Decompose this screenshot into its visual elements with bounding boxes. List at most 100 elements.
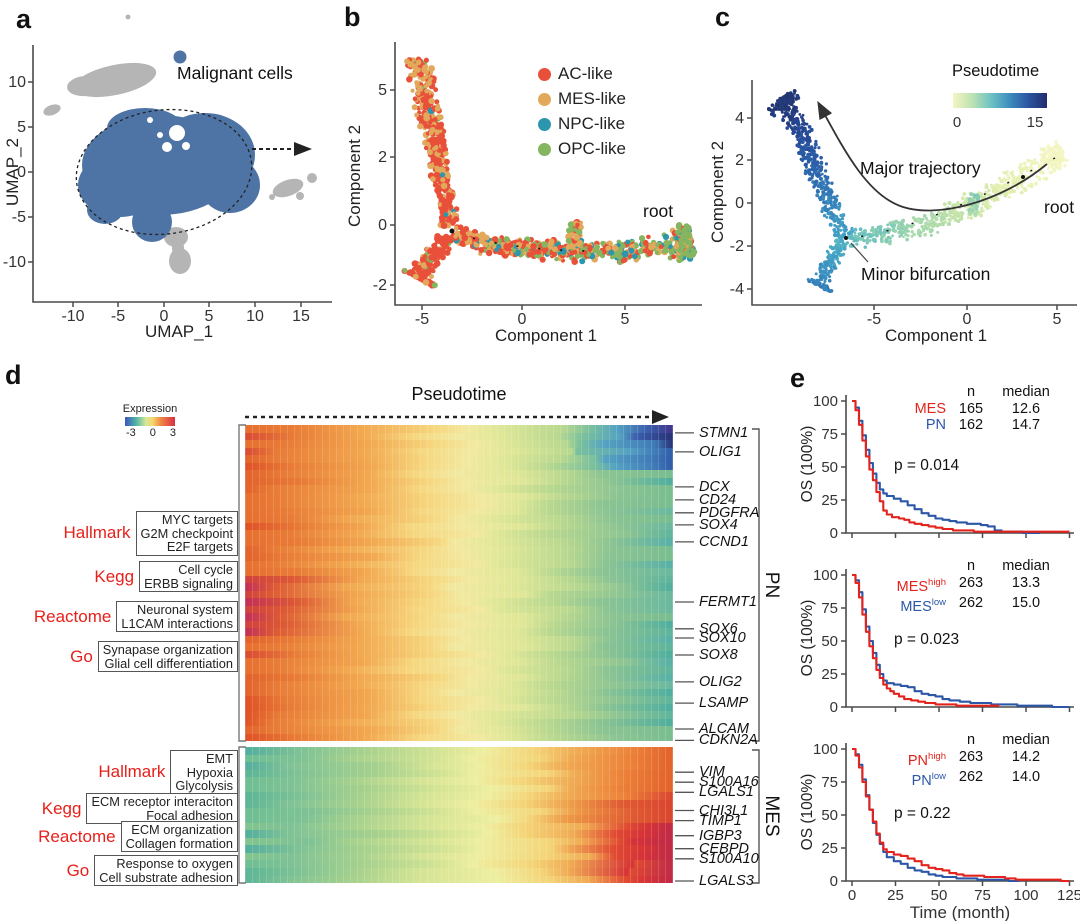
svg-text:0: 0 — [830, 699, 838, 716]
svg-text:-2: -2 — [373, 277, 387, 294]
svg-text:0: 0 — [848, 887, 856, 904]
expression-colorbar-ticks: -3 0 3 — [118, 427, 182, 439]
annotation-term: L1CAM interactions — [121, 615, 233, 631]
svg-text:25: 25 — [821, 666, 838, 683]
exp-tick-mid: 0 — [149, 427, 156, 439]
legend-series-n: 263 — [958, 748, 984, 765]
annotation-terms-box: Neuronal system L1CAM interactions — [116, 601, 238, 632]
km-plot-svg: 100 75 50 25 0 — [813, 567, 1074, 716]
annotation-category-label: Reactome — [38, 826, 116, 846]
gene-label-s100a16: S100A16 — [699, 774, 759, 791]
gene-label-lgals1: LGALS1 — [699, 784, 754, 801]
scatter-points-small-offshoot — [565, 218, 584, 250]
pseudotime-colorbar — [953, 93, 1047, 108]
annotation-category-label: Hallmark — [98, 762, 166, 782]
heatmap-row — [245, 769, 673, 778]
km-legend: n median MES 165 12.6 PN 162 14.7 — [860, 384, 1058, 434]
km-p-value: p = 0.023 — [894, 631, 960, 648]
panel-c-trajectory-pseudotime: c 4 2 0 -2 -4 -5 0 5 0 15 Pseudotime Major trajec… — [705, 0, 1080, 350]
panel-b-trajectory-celltypes: b 5 2 0 -2 -5 0 5 AC-like MES-like NPC-like OPC-l… — [340, 0, 705, 350]
heatmap-row — [245, 545, 673, 554]
panel-c-label: c — [715, 2, 731, 32]
heatmap-row — [245, 777, 673, 785]
legend-series-n: 263 — [958, 574, 984, 591]
svg-text:0: 0 — [830, 873, 838, 890]
heatmap-row — [245, 598, 673, 606]
km-plot-svg: 100 75 50 25 0 — [813, 393, 1074, 542]
heatmap-decorations — [238, 410, 760, 884]
minor-bifurcation-annotation: Minor bifurcation — [861, 264, 991, 284]
malignant-dashed-ellipse — [75, 108, 253, 236]
svg-text:-2: -2 — [730, 238, 744, 255]
heatmap-row — [245, 485, 673, 493]
svg-text:5: 5 — [205, 308, 214, 325]
svg-text:10: 10 — [8, 74, 26, 91]
heatmap-row — [245, 432, 673, 441]
annotation-category-label: Hallmark — [63, 523, 131, 543]
heatmap-row — [245, 530, 673, 538]
legend-series-n: 262 — [958, 594, 984, 611]
annotation-term: Collagen formation — [125, 835, 233, 851]
trajectory-plot-celltypes: 5 2 0 -2 -5 0 5 — [373, 42, 702, 328]
annotation-term: Cell substrate adhesion — [99, 869, 233, 885]
heatmap-row — [245, 553, 673, 561]
major-trajectory-arrow — [817, 100, 1048, 212]
heatmap-row — [245, 666, 673, 674]
svg-text:10: 10 — [246, 308, 264, 325]
legend-item-opc-like: OPC-like — [538, 139, 626, 159]
km-p-value: p = 0.014 — [894, 457, 960, 474]
legend-series-median: 14.0 — [1011, 768, 1041, 785]
km-plot-svg: 100 75 50 25 00 25 50 75 100 125 Time (month) — [813, 741, 1080, 921]
svg-text:0: 0 — [518, 311, 527, 328]
km-plot-1: 100 75 50 25 0 OS (100%) n median MES 165 12.6 PN 16… — [788, 383, 1080, 557]
legend-series-median: 13.3 — [1011, 574, 1041, 591]
heatmap-row — [245, 560, 673, 569]
malignant-cluster — [78, 50, 260, 242]
annotation-terms-box: MYC targets G2M checkpoint E2F targets — [135, 511, 238, 556]
svg-text:125: 125 — [1057, 887, 1080, 904]
svg-text:5: 5 — [621, 311, 630, 328]
exp-tick-min: -3 — [126, 427, 136, 439]
annotation-row-pn-reactome: Reactome Neuronal system L1CAM interaction… — [34, 601, 238, 632]
legend-series-name: MEShigh — [896, 576, 946, 595]
legend-series-median: 15.0 — [1011, 594, 1041, 611]
svg-text:50: 50 — [931, 887, 948, 904]
svg-text:5: 5 — [1053, 311, 1062, 328]
legend-dot-icon — [538, 142, 551, 156]
heatmap-row — [245, 799, 673, 808]
annotation-term: Focal adhesion — [146, 807, 233, 823]
pn-right-bracket — [752, 428, 760, 742]
scatter-points-upper-left-arm — [404, 56, 460, 230]
component1-axis-label-c: Component 1 — [885, 326, 988, 345]
gene-label-olig1: OLIG1 — [699, 443, 742, 460]
heatmap-row — [245, 658, 673, 666]
annotation-term: G2M checkpoint — [140, 525, 233, 541]
heatmap-row — [245, 860, 673, 868]
heatmap-row — [245, 605, 673, 614]
legend-dot-icon — [538, 117, 551, 131]
expression-colorbar: Expression -3 0 3 — [118, 403, 182, 439]
heatmap-row — [245, 688, 673, 697]
km-plot-2: 100 75 50 25 0 OS (100%) n median MEShigh 263 13.3… — [788, 557, 1080, 731]
gene-label-sox4: SOX4 — [699, 516, 738, 533]
svg-text:-5: -5 — [867, 311, 881, 328]
heatmap-row — [245, 507, 673, 516]
annotation-term: Hypoxia — [186, 764, 233, 780]
km-legend: n median MEShigh 263 13.3 MESlow 262 15.0 — [860, 558, 1058, 615]
legend-series-name: MESlow — [900, 596, 946, 615]
annotation-category-label: Kegg — [41, 798, 82, 818]
annotation-terms-box: Cell cycle ERBB signaling — [139, 561, 238, 592]
legend-header-median: median — [1002, 558, 1050, 574]
annotation-category-label: Kegg — [94, 566, 135, 586]
annotation-row-pn-hallmark: Hallmark MYC targets G2M checkpoint E2F tar… — [63, 511, 238, 556]
heatmap-row — [245, 447, 673, 456]
legend-header-median: median — [1002, 732, 1050, 748]
root-annotation-c: root — [1044, 197, 1075, 217]
gene-label-pdgfra: PDGFRA — [699, 504, 760, 521]
svg-text:-5: -5 — [415, 311, 429, 328]
heatmap-row — [245, 815, 673, 823]
heatmap-row — [245, 470, 673, 478]
pn-bracket-label: PN — [761, 571, 782, 599]
legend-header-name — [860, 558, 948, 575]
panel-a-umap: a 10 5 0 -5 -10 -10 -5 0 5 10 15 Malignant cells U… — [0, 0, 340, 350]
